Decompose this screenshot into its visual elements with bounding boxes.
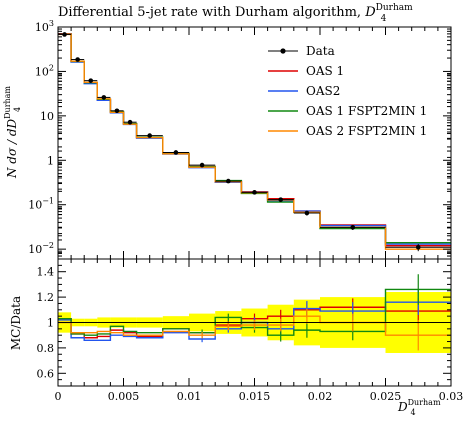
data-point (304, 210, 310, 216)
x-axis-label-sup: Durham (408, 398, 441, 407)
x-tick-label: 0.02 (308, 390, 333, 403)
data-point (173, 150, 179, 155)
top-y-axis-label: N dσ / dDDurham4 (3, 86, 22, 179)
legend-label-0: Data (306, 44, 335, 58)
x-axis-label-sub: 4 (411, 408, 416, 417)
x-tick-label: 0 (55, 390, 62, 403)
chart-title-symbol: D (364, 5, 376, 20)
series-line-0 (58, 33, 451, 247)
x-tick-label: 0.025 (370, 390, 402, 403)
y-bottom-tick-label: 0.8 (37, 342, 55, 355)
data-point (199, 162, 205, 168)
data-point (75, 57, 80, 62)
axes: 0 0.005 0.01 0.015 0.02 0.025 0.03 10−2 10−1 1 10 1… (28, 19, 463, 403)
data-point (101, 95, 107, 100)
series-line-2 (58, 33, 451, 244)
ratio-line-3 (58, 315, 451, 336)
legend-label-2: OAS2 (306, 84, 340, 98)
data-point (252, 190, 257, 195)
chart-title-text: Differential 5-jet rate with Durham algo… (58, 5, 365, 20)
data-point (114, 108, 120, 114)
y-bottom-tick-label: 1.4 (37, 266, 55, 279)
ratio-plot-series (58, 274, 451, 351)
chart-title-sup: Durham (376, 3, 413, 13)
top-plot-data-points (58, 32, 451, 252)
data-point (62, 32, 67, 37)
top-y-axis-label-sub: 4 (13, 107, 22, 112)
data-point (226, 178, 231, 184)
y-top-tick-label: 10−1 (28, 197, 54, 212)
chart-title: Differential 5-jet rate with Durham algo… (58, 3, 413, 24)
x-tick-label: 0.005 (108, 390, 140, 403)
legend-label-3: OAS 1 FSPT2MIN 1 (306, 104, 427, 118)
y-bottom-tick-label: 1.2 (37, 291, 55, 304)
y-top-tick-label: 102 (35, 63, 54, 78)
legend-label-4: OAS 2 FSPT2MIN 1 (306, 124, 427, 138)
top-y-axis-label-text: N dσ / dD (5, 118, 19, 179)
y-top-tick-label: 10−2 (28, 241, 54, 256)
legend-label-1: OAS 1 (306, 64, 344, 78)
top-y-axis-label-sup: Durham (3, 86, 12, 119)
y-top-tick-label: 10 (40, 110, 54, 123)
data-point (415, 245, 421, 250)
series-line-3 (58, 33, 451, 250)
legend: Data OAS 1 OAS2 OAS 1 FSPT2MIN 1 OAS 2 FSPT2… (268, 44, 427, 138)
ratio-line-2 (58, 288, 451, 336)
legend-marker (280, 48, 286, 54)
data-point (350, 225, 356, 230)
data-point (88, 78, 94, 83)
y-top-tick-label: 1 (47, 154, 54, 167)
y-bottom-tick-label: 0.6 (37, 367, 55, 380)
data-point (147, 133, 152, 138)
x-axis-label: DDurham 4 (397, 398, 441, 417)
x-tick-label: 0.03 (439, 390, 464, 403)
data-point (278, 197, 284, 202)
y-top-tick-label: 103 (35, 19, 54, 34)
y-bottom-tick-label: 1 (47, 317, 54, 330)
top-plot-frame (57, 26, 452, 260)
chart-title-sub: 4 (381, 14, 387, 24)
x-axis-label-symbol: D (397, 400, 408, 414)
x-tick-label: 0.015 (239, 390, 271, 403)
data-point (127, 119, 133, 125)
top-plot-series (58, 33, 451, 250)
series-line-1 (58, 33, 451, 245)
x-tick-label: 0.01 (177, 390, 202, 403)
bottom-y-axis-label: MC/Data (9, 296, 23, 350)
